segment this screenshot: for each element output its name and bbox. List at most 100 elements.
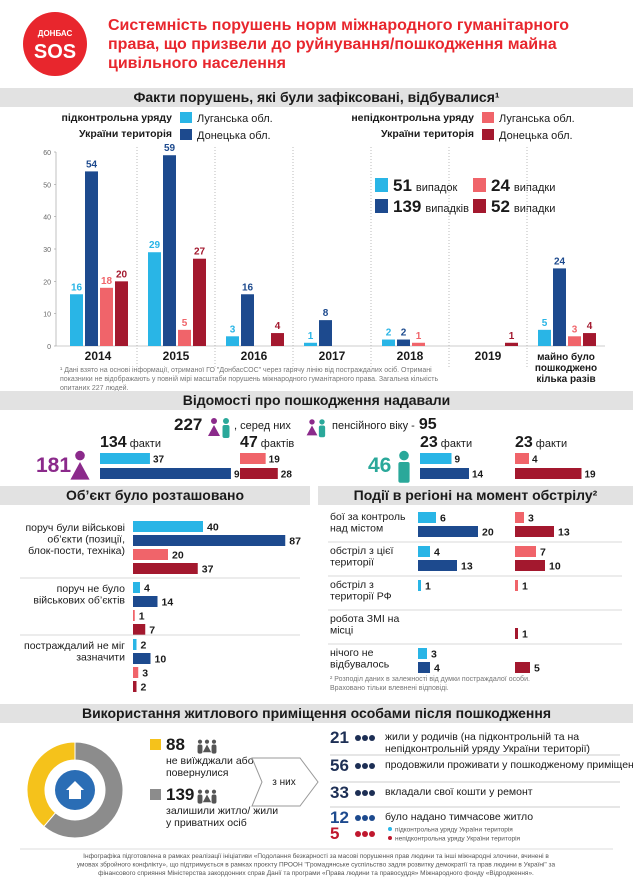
legend-label: Донецька обл. [499, 130, 573, 142]
among-label: , серед них [234, 420, 291, 432]
bar [515, 512, 524, 523]
bar [133, 563, 198, 574]
value-label: 1 [522, 581, 528, 593]
value-label: 3 [528, 513, 534, 525]
item-text: жили у родичів (на підконтрольній та на н… [385, 731, 590, 755]
x-tick-label: 2014 [85, 349, 112, 363]
total-swatch [473, 199, 486, 213]
x-tick-label: 2017 [319, 349, 346, 363]
category-label: робота ЗМІ на місці [330, 613, 399, 637]
text-part: випадок [416, 182, 458, 194]
value-label: 5 [534, 663, 540, 675]
value-label: 1 [509, 331, 515, 342]
x-tick-label: 2018 [397, 349, 424, 363]
slice-label: залишили житло/ жили у приватних осіб [166, 805, 278, 829]
bar [418, 512, 436, 523]
value-label: 1 [308, 331, 314, 342]
section-title: Події в регіоні на момент обстрілу² [354, 487, 598, 503]
person-dot [369, 790, 375, 796]
person-icon [197, 744, 203, 754]
value-label: 1 [139, 611, 145, 623]
legend-swatch [150, 739, 161, 750]
panel-count: 23 факти [420, 434, 472, 451]
bar [583, 333, 596, 346]
value-label: 97 [234, 470, 246, 481]
person-dot [369, 735, 375, 741]
value-label: 10 [549, 561, 561, 573]
bar [505, 342, 518, 346]
text-part: випадки [514, 203, 555, 215]
total-swatch [375, 178, 388, 192]
page-title: Системність порушень норм міжнародного г… [108, 17, 569, 72]
bar [148, 252, 161, 346]
value-label: 3 [572, 324, 578, 335]
section-band [0, 704, 633, 723]
bar [133, 521, 203, 532]
value-label: 1 [522, 629, 528, 641]
bar [133, 653, 151, 664]
bar [163, 155, 176, 346]
text-part: 23 [420, 434, 438, 451]
person-icon [222, 425, 230, 438]
value-label: 28 [281, 470, 293, 481]
bar [133, 535, 286, 546]
value-label: 4 [434, 547, 440, 559]
person-icon [204, 739, 210, 744]
group-total: 46 [368, 454, 391, 477]
bar [397, 339, 410, 346]
value-label: 37 [153, 455, 165, 466]
person-icon [197, 739, 203, 744]
bar [115, 281, 128, 346]
bar [412, 342, 425, 346]
bar [178, 329, 191, 346]
value-label: 19 [585, 470, 597, 481]
item-text: продовжили проживати у пошкодженому прим… [385, 759, 633, 771]
bar [515, 580, 518, 591]
bar [133, 549, 168, 560]
section-band [0, 486, 310, 505]
section-title: Відомості про пошкодження надавали [183, 392, 451, 408]
text-part: фактів [261, 438, 295, 450]
person-dot [369, 763, 375, 769]
bar [420, 453, 452, 464]
text-part: факти [130, 438, 161, 450]
bar [271, 333, 284, 346]
logo-top: ДОНБАС [38, 29, 73, 38]
text-part: 227 [174, 415, 202, 434]
value-label: 24 [554, 256, 566, 267]
x-tick-label: 2019 [475, 349, 502, 363]
bar [193, 258, 206, 346]
section-title: Факти порушень, які були зафіксовані, ві… [133, 89, 499, 105]
value-label: 16 [71, 282, 83, 293]
bar [515, 560, 545, 571]
legend-dot [388, 836, 392, 840]
pension-label: пенсійного віку - 95 [332, 416, 437, 433]
person-icon [211, 789, 217, 794]
value-label: 29 [149, 240, 161, 251]
bar [85, 171, 98, 346]
bar [515, 453, 529, 464]
bar [240, 453, 266, 464]
section-band [318, 486, 633, 505]
text-part: 24 [491, 176, 510, 195]
value-label: 7 [540, 547, 546, 559]
section-title: Об’єкт було розташовано [66, 487, 244, 503]
person-dot [355, 735, 361, 741]
total: 51 випадок [393, 176, 458, 195]
text-part: пенсійного віку - [332, 420, 415, 432]
bar [553, 268, 566, 346]
person-icon [211, 418, 217, 424]
bar [304, 342, 317, 346]
value-label: 3 [230, 324, 236, 335]
slice-value: 139 [166, 785, 194, 804]
text-part: випадків [425, 203, 469, 215]
item-value: 5 [330, 824, 339, 843]
value-label: 4 [144, 583, 150, 595]
section-title: Використання житлового приміщення особам… [82, 705, 551, 721]
category-label: бої за контроль над містом [330, 511, 406, 535]
x-tick-label: 2015 [163, 349, 190, 363]
value-label: 20 [482, 527, 494, 539]
category-label: поруч були військові об’єкти (позиції, бло… [25, 522, 125, 557]
text-part: 47 [240, 434, 258, 451]
